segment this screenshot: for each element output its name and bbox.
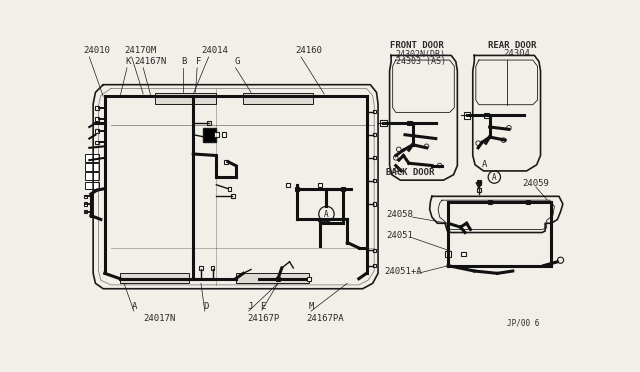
Bar xyxy=(221,132,227,137)
Text: F: F xyxy=(196,57,201,66)
Bar xyxy=(463,112,470,119)
Text: A: A xyxy=(482,160,488,169)
Text: 24017N: 24017N xyxy=(143,314,175,323)
Bar xyxy=(203,135,207,139)
Text: A: A xyxy=(492,173,497,182)
Bar xyxy=(307,277,310,280)
Text: E: E xyxy=(260,302,266,311)
Bar xyxy=(86,182,99,189)
Bar xyxy=(236,273,308,283)
Bar xyxy=(120,273,189,283)
Bar xyxy=(407,121,412,125)
Text: 24051: 24051 xyxy=(387,231,413,240)
Text: 24170M: 24170M xyxy=(124,46,156,55)
Text: FRONT DOOR: FRONT DOOR xyxy=(390,41,444,50)
Bar xyxy=(84,210,87,213)
Bar xyxy=(342,187,346,190)
Bar xyxy=(372,264,376,267)
Bar xyxy=(372,249,376,252)
Bar xyxy=(95,118,99,121)
Text: 24014: 24014 xyxy=(201,46,228,55)
Bar xyxy=(243,93,312,104)
Bar xyxy=(445,251,451,257)
Bar xyxy=(477,180,481,185)
Bar xyxy=(225,160,228,164)
Bar xyxy=(318,218,322,221)
Text: B: B xyxy=(182,57,187,66)
Bar xyxy=(84,202,87,206)
Text: REAR DOOR: REAR DOOR xyxy=(488,41,536,50)
Text: 24302N(DR): 24302N(DR) xyxy=(396,49,445,58)
Bar xyxy=(214,132,219,137)
Text: J: J xyxy=(247,302,253,311)
Bar xyxy=(95,141,99,144)
Text: G: G xyxy=(234,57,239,66)
Bar xyxy=(95,106,99,110)
Text: 24010: 24010 xyxy=(83,46,110,55)
Text: A: A xyxy=(132,302,137,311)
Text: A: A xyxy=(324,209,329,218)
Bar xyxy=(318,183,322,187)
Bar xyxy=(372,179,376,183)
Text: 24304: 24304 xyxy=(504,49,531,58)
Bar xyxy=(372,202,376,206)
Text: 24167N: 24167N xyxy=(134,57,166,66)
Bar xyxy=(86,154,99,162)
Text: 24059: 24059 xyxy=(522,179,549,188)
Bar xyxy=(276,277,280,280)
Bar xyxy=(232,195,236,198)
Text: M: M xyxy=(308,302,314,311)
Bar xyxy=(484,113,489,118)
Bar xyxy=(86,173,99,180)
Bar xyxy=(207,121,211,125)
Text: 24167P: 24167P xyxy=(247,314,280,323)
Text: BACK DOOR: BACK DOOR xyxy=(386,168,434,177)
Text: 24167PA: 24167PA xyxy=(307,314,344,323)
Bar xyxy=(295,187,299,190)
Bar xyxy=(227,187,232,190)
Text: D: D xyxy=(204,302,209,311)
Text: K: K xyxy=(125,57,131,66)
Bar xyxy=(86,163,99,171)
Bar xyxy=(488,200,492,203)
Bar xyxy=(199,266,203,270)
Bar xyxy=(211,266,214,270)
Bar xyxy=(84,195,87,198)
Bar xyxy=(477,188,481,192)
Text: 24058: 24058 xyxy=(387,211,413,219)
Text: 24160: 24160 xyxy=(296,46,323,55)
Bar xyxy=(155,93,216,104)
Bar xyxy=(372,110,376,113)
Bar xyxy=(95,129,99,133)
Bar xyxy=(204,128,216,142)
Text: 24303 (AS): 24303 (AS) xyxy=(396,57,445,66)
Text: 24051+A: 24051+A xyxy=(384,267,422,276)
Bar xyxy=(526,200,530,203)
Bar xyxy=(372,156,376,159)
Bar xyxy=(286,183,290,187)
Text: JP/00 6: JP/00 6 xyxy=(508,318,540,327)
Bar xyxy=(372,133,376,136)
Bar xyxy=(461,252,466,256)
Bar xyxy=(380,120,387,126)
